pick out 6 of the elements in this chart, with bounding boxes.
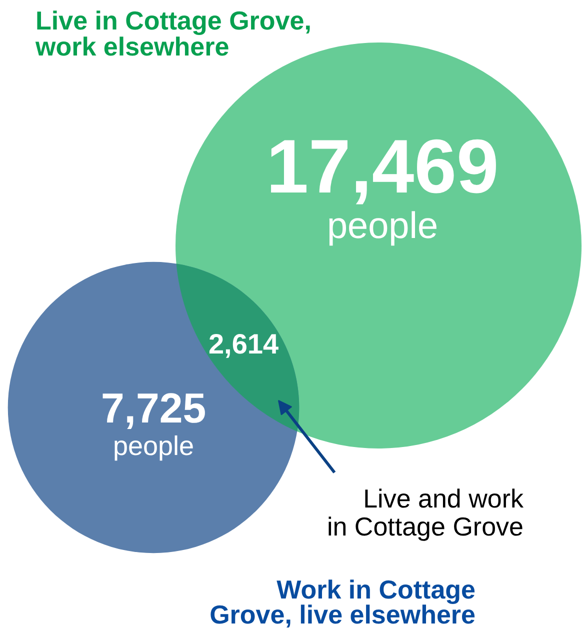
category-label: Live and work in Cottage Grove (326, 483, 524, 542)
data-label: 7,725 people (100, 384, 206, 462)
category-label: Live in Cottage Grove, work elsewhere (34, 5, 312, 62)
category-label: Work in Cottage Grove, live elsewhere (210, 574, 476, 630)
data-label: 2,614 (208, 328, 279, 360)
data-label: 17,469 people (266, 124, 499, 246)
